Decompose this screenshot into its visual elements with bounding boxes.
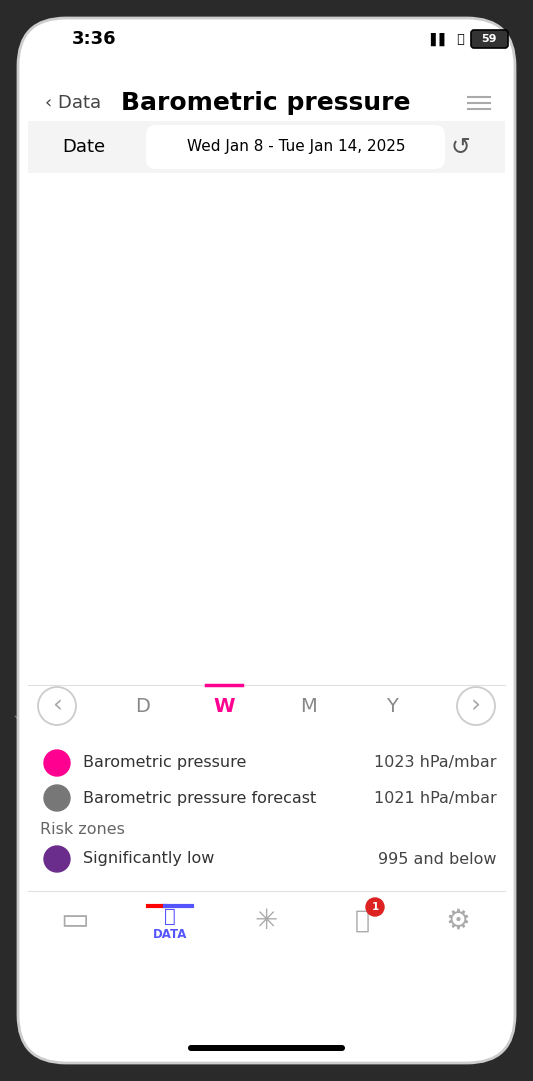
Text: ‹ Data: ‹ Data xyxy=(45,94,101,112)
Text: 1: 1 xyxy=(372,902,378,912)
Text: ⚙: ⚙ xyxy=(446,907,471,935)
FancyBboxPatch shape xyxy=(471,30,508,48)
Text: Barometric pressure: Barometric pressure xyxy=(121,91,411,115)
Text: ↺: ↺ xyxy=(450,135,470,159)
FancyBboxPatch shape xyxy=(188,1045,345,1051)
FancyBboxPatch shape xyxy=(28,121,505,173)
Text: 3:36: 3:36 xyxy=(72,30,117,48)
Text: 59: 59 xyxy=(481,34,497,44)
Text: ›: › xyxy=(471,694,481,718)
Text: W: W xyxy=(213,696,235,716)
Circle shape xyxy=(44,785,70,811)
Text: 🔔: 🔔 xyxy=(354,909,369,933)
Circle shape xyxy=(366,898,384,916)
Text: ✳: ✳ xyxy=(254,907,278,935)
Text: Significantly low: Significantly low xyxy=(83,852,214,867)
Circle shape xyxy=(44,846,70,872)
Text: 1023 hPa/mbar: 1023 hPa/mbar xyxy=(375,756,497,771)
Text: M: M xyxy=(300,696,317,716)
FancyBboxPatch shape xyxy=(146,125,445,169)
Text: D: D xyxy=(135,696,150,716)
Text: Date: Date xyxy=(62,138,105,156)
Text: Risk zones: Risk zones xyxy=(40,822,125,837)
Text: Y: Y xyxy=(386,696,398,716)
Text: ‹: ‹ xyxy=(52,694,62,718)
Text: ▌▌  ᯤ: ▌▌ ᯤ xyxy=(430,32,473,45)
Text: Barometric pressure: Barometric pressure xyxy=(83,756,246,771)
Text: 995 and below: 995 and below xyxy=(378,852,497,867)
Circle shape xyxy=(44,750,70,776)
Text: Wed Jan 8 - Tue Jan 14, 2025: Wed Jan 8 - Tue Jan 14, 2025 xyxy=(187,139,405,155)
Text: 🏃: 🏃 xyxy=(164,907,176,925)
FancyBboxPatch shape xyxy=(18,18,515,1063)
Text: 1021 hPa/mbar: 1021 hPa/mbar xyxy=(374,790,497,805)
Text: ▭: ▭ xyxy=(61,907,90,935)
Text: Barometric pressure forecast: Barometric pressure forecast xyxy=(83,790,316,805)
Text: DATA: DATA xyxy=(153,927,187,940)
